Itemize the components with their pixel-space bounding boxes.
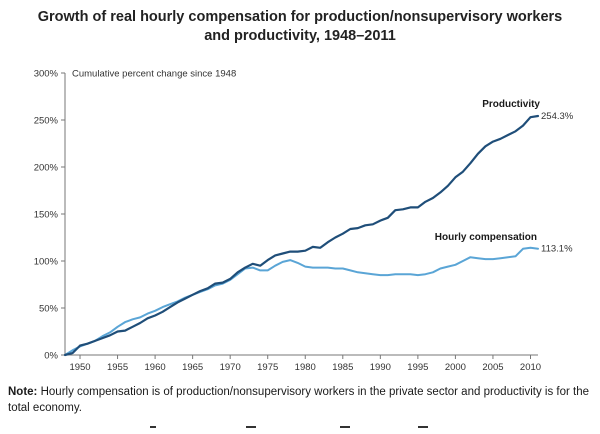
decorative-dash — [150, 426, 156, 428]
x-tick-label: 1985 — [332, 362, 353, 373]
productivity-line — [63, 114, 540, 357]
productivity-series-label: Productivity — [482, 99, 540, 110]
y-tick-label: 200% — [34, 163, 59, 174]
x-tick-label: 1955 — [107, 362, 128, 373]
y-tick-label: 150% — [34, 210, 59, 221]
chart-title-line-2: and productivity, 1948–2011 — [204, 28, 396, 44]
decorative-dash — [418, 426, 428, 428]
x-tick-label: 1990 — [370, 362, 391, 373]
y-tick-label: 50% — [39, 304, 59, 315]
note-text: Hourly compensation is of production/non… — [8, 386, 590, 414]
hourly-compensation-line — [64, 246, 539, 356]
y-tick-label: 250% — [34, 116, 59, 127]
x-tick-label: 1960 — [145, 362, 166, 373]
x-tick-label: 1965 — [182, 362, 203, 373]
decorative-dash — [340, 426, 350, 428]
chart-axes: 0% 50% 100% 150% 200% 250% 300% 1950 1955 1960 196… — [34, 69, 541, 374]
y-tick-label: 0% — [44, 351, 58, 362]
plot-area — [63, 114, 540, 357]
x-tick-label: 1970 — [220, 362, 241, 373]
x-tick-label: 2000 — [445, 362, 466, 373]
y-tick-label: 300% — [34, 69, 59, 80]
x-tick-label: 1975 — [257, 362, 278, 373]
hourly-compensation-series-label: Hourly compensation — [435, 232, 537, 243]
hourly-compensation-end-value: 113.1% — [541, 244, 573, 255]
note-label: Note: — [8, 386, 38, 398]
decorative-dash — [246, 426, 256, 428]
line-chart: 0% 50% 100% 150% 200% 250% 300% 1950 1955 1960 196… — [34, 69, 574, 374]
chart-title-line-1: Growth of real hourly compensation for p… — [37, 9, 563, 25]
x-tick-label: 1980 — [295, 362, 316, 373]
y-axis-label: Cumulative percent change since 1948 — [72, 69, 236, 80]
x-tick-label: 1995 — [407, 362, 428, 373]
chart-title: Growth of real hourly compensation for p… — [0, 8, 600, 46]
y-tick-label: 100% — [34, 257, 59, 268]
x-tick-label: 2005 — [482, 362, 503, 373]
chart-note: Note: Hourly compensation is of producti… — [8, 384, 592, 416]
x-tick-label: 2010 — [520, 362, 541, 373]
productivity-end-value: 254.3% — [541, 111, 574, 122]
x-tick-label: 1950 — [69, 362, 90, 373]
